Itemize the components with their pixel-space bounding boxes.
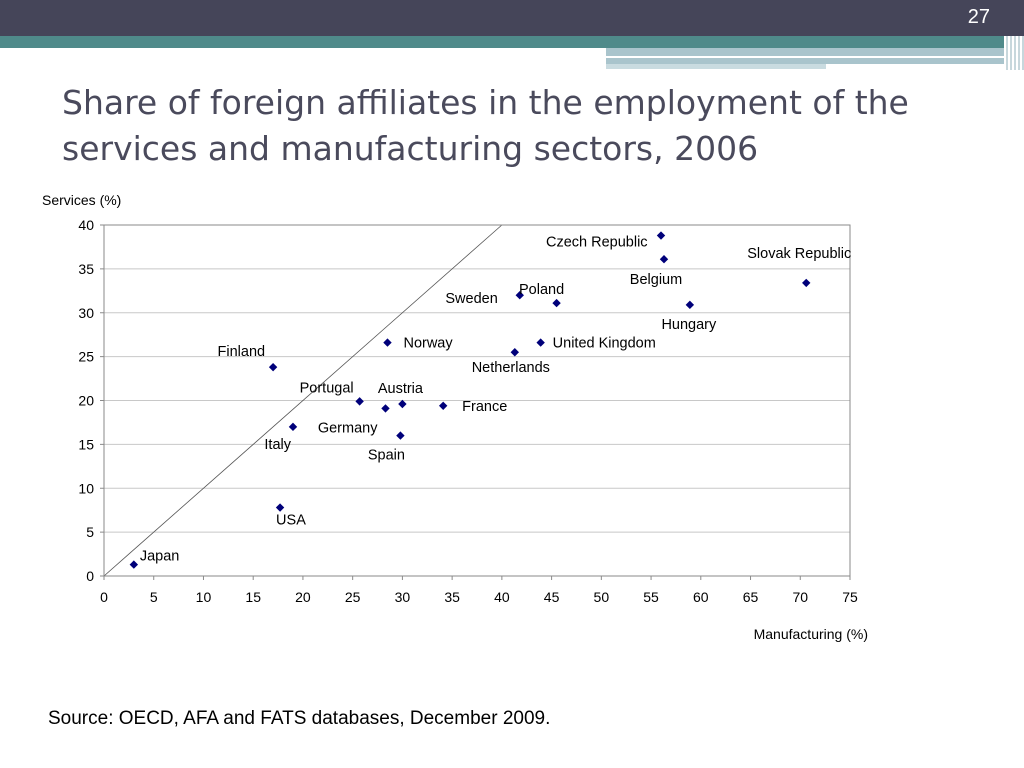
point-label: USA — [276, 513, 306, 529]
data-point — [510, 348, 519, 357]
point-label: Finland — [218, 344, 266, 360]
y-tick-label: 5 — [86, 524, 94, 540]
y-tick-label: 20 — [78, 393, 94, 409]
x-tick-label: 50 — [594, 589, 610, 605]
decor-band — [606, 58, 1006, 64]
y-tick-label: 30 — [78, 305, 94, 321]
data-point — [398, 399, 407, 409]
x-tick-label: 20 — [295, 589, 311, 605]
decor-band — [606, 48, 1006, 56]
point-label: Belgium — [630, 272, 682, 288]
y-tick-label: 10 — [78, 480, 94, 496]
point-label: Austria — [378, 381, 424, 397]
y-tick-label: 25 — [78, 349, 94, 365]
data-point — [802, 278, 811, 288]
data-point — [552, 298, 561, 308]
data-point — [288, 422, 298, 432]
data-point — [383, 338, 392, 347]
data-point — [536, 338, 545, 347]
point-label: Poland — [519, 282, 564, 298]
data-point — [396, 431, 405, 440]
data-point — [381, 404, 390, 413]
x-tick-label: 25 — [345, 589, 361, 605]
data-point — [355, 397, 364, 406]
data-point — [659, 255, 669, 264]
point-label: France — [462, 399, 507, 415]
x-tick-label: 55 — [643, 589, 659, 605]
point-label: Portugal — [300, 380, 354, 396]
point-label: Italy — [264, 437, 291, 453]
point-label: Japan — [140, 549, 180, 565]
decor-band — [606, 64, 826, 69]
point-label: United Kingdom — [553, 336, 656, 352]
accent-band — [0, 36, 1024, 48]
point-label: Germany — [318, 420, 378, 436]
data-point — [268, 362, 278, 372]
x-tick-label: 5 — [150, 589, 158, 605]
slide-number: 27 — [967, 6, 990, 28]
point-label: Spain — [368, 448, 405, 464]
data-point — [129, 560, 139, 569]
point-label: Slovak Republic — [747, 246, 851, 262]
decor-stripes — [1004, 36, 1024, 70]
y-axis-label: Services (%) — [42, 192, 121, 208]
x-tick-label: 65 — [743, 589, 759, 605]
x-tick-label: 0 — [100, 589, 108, 605]
x-tick-label: 45 — [544, 589, 560, 605]
header-band — [0, 0, 1024, 36]
x-tick-label: 35 — [444, 589, 460, 605]
data-point — [685, 300, 695, 310]
data-point — [515, 291, 524, 300]
x-tick-label: 40 — [494, 589, 510, 605]
x-tick-label: 70 — [792, 589, 808, 605]
y-tick-label: 40 — [78, 217, 94, 233]
point-label: Netherlands — [472, 360, 550, 376]
point-label: Norway — [403, 336, 453, 352]
x-tick-label: 60 — [693, 589, 709, 605]
source-note: Source: OECD, AFA and FATS databases, De… — [48, 708, 551, 729]
x-tick-label: 15 — [245, 589, 261, 605]
data-point — [438, 401, 448, 410]
point-label: Hungary — [661, 317, 717, 333]
scatter-chart: Services (%) Manufacturing (%) 0 5 10 15 20 2… — [42, 192, 868, 642]
y-tick-label: 35 — [78, 261, 94, 277]
reference-line — [103, 224, 503, 577]
point-label: Czech Republic — [546, 235, 648, 251]
y-tick-label: 15 — [78, 436, 94, 452]
x-tick-label: 30 — [395, 589, 411, 605]
x-axis-label: Manufacturing (%) — [754, 626, 868, 642]
x-tick-label: 10 — [196, 589, 212, 605]
y-tick-label: 0 — [86, 568, 94, 584]
x-tick-label: 75 — [842, 589, 858, 605]
point-label: Sweden — [445, 291, 497, 307]
data-point — [275, 503, 285, 512]
data-point — [656, 231, 666, 240]
slide-title: Share of foreign affiliates in the emplo… — [62, 83, 909, 168]
